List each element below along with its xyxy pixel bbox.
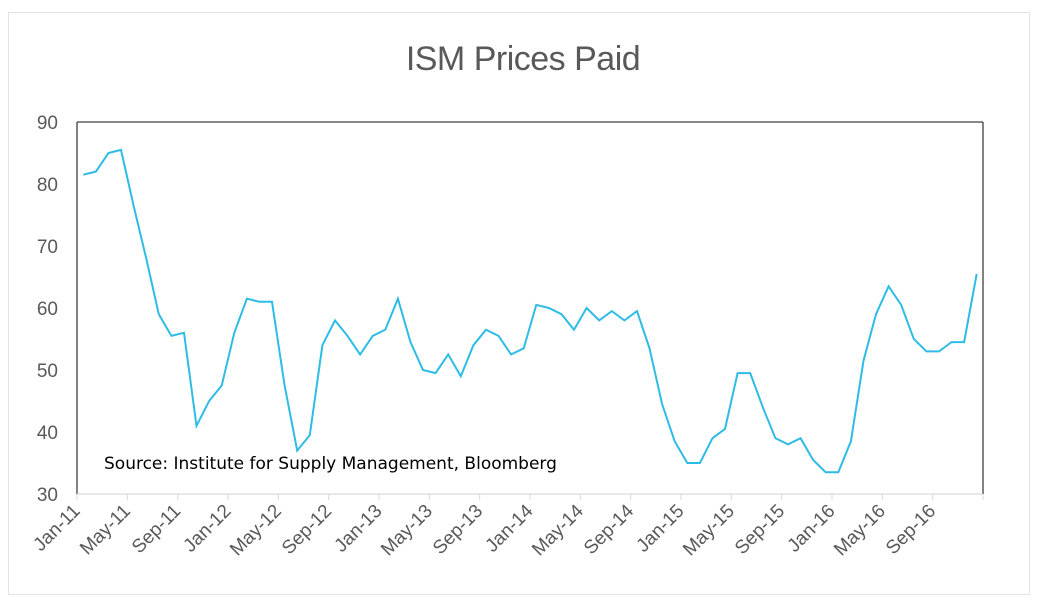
y-tick-label: 50 bbox=[37, 361, 58, 382]
x-tick-label: Jan-12 bbox=[180, 501, 236, 557]
x-tick-label: Sep-12 bbox=[278, 501, 336, 559]
x-tick-label: Jan-14 bbox=[482, 500, 538, 556]
y-tick-label: 60 bbox=[37, 299, 58, 320]
x-axis-ticks: Jan-11May-11Sep-11Jan-12May-12Sep-12Jan-… bbox=[30, 494, 984, 561]
plot-area bbox=[77, 122, 983, 494]
x-tick-label: Sep-16 bbox=[882, 501, 940, 559]
series-line-0 bbox=[83, 148, 978, 474]
chart-title: ISM Prices Paid bbox=[405, 40, 641, 78]
series-group bbox=[83, 148, 978, 474]
x-tick-label: Sep-11 bbox=[128, 501, 185, 558]
x-tick-label: Sep-15 bbox=[731, 501, 789, 559]
y-tick-label: 90 bbox=[37, 113, 58, 134]
y-tick-label: 30 bbox=[37, 485, 58, 506]
chart-frame bbox=[8, 12, 1030, 595]
y-axis-ticks: 30 40 50 60 70 80 90 bbox=[37, 113, 58, 506]
x-tick-label: May-14 bbox=[528, 500, 588, 560]
x-tick-label: Sep-14 bbox=[580, 500, 638, 558]
source-annotation: Source: Institute for Supply Management,… bbox=[104, 454, 557, 474]
x-tick-label: May-13 bbox=[377, 501, 437, 561]
y-tick-label: 80 bbox=[37, 175, 58, 196]
x-tick-label: Jan-16 bbox=[784, 501, 840, 557]
axes bbox=[76, 121, 984, 495]
x-tick-label: May-15 bbox=[679, 501, 739, 561]
y-tick-label: 70 bbox=[37, 237, 58, 258]
x-tick-label: Jan-15 bbox=[633, 501, 689, 557]
x-tick-label: Sep-13 bbox=[429, 501, 487, 559]
x-tick-label: May-16 bbox=[830, 501, 890, 561]
x-tick-label: May-11 bbox=[76, 501, 135, 560]
x-tick-label: May-12 bbox=[226, 501, 286, 561]
x-tick-label: Jan-11 bbox=[30, 501, 85, 556]
x-tick-label: Jan-13 bbox=[331, 501, 387, 557]
y-tick-label: 40 bbox=[37, 423, 58, 444]
